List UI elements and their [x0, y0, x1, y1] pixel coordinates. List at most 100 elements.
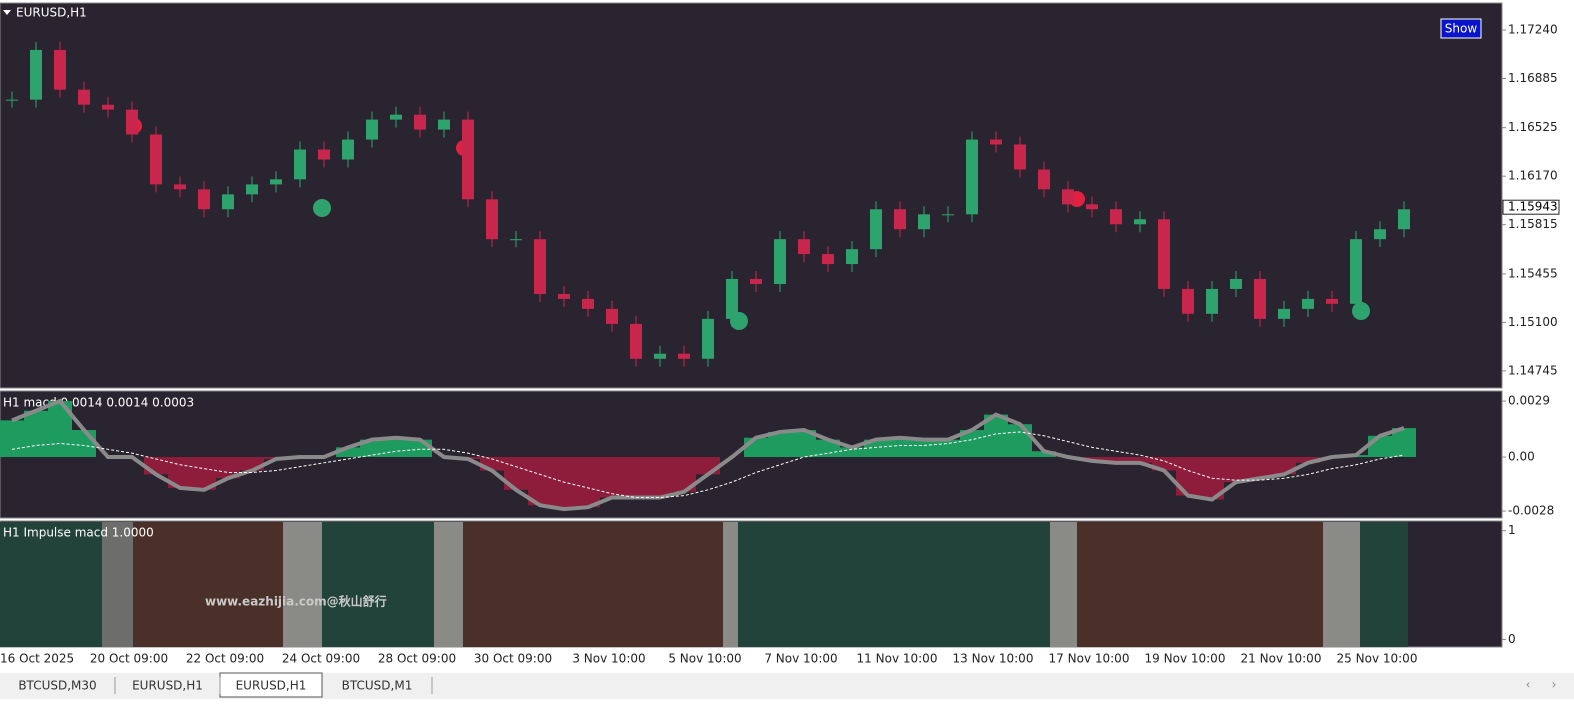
macd-bar: [408, 439, 432, 458]
candle-body: [30, 49, 42, 100]
buy-signal: [1352, 302, 1370, 320]
tab-label[interactable]: EURUSD,H1: [236, 679, 307, 693]
y-tick-label: 0.00: [1508, 450, 1535, 464]
candle-body: [366, 119, 378, 140]
y-tick-label: 1.16885: [1508, 71, 1558, 85]
zone: [723, 522, 738, 647]
candle-body: [918, 214, 930, 230]
tab-label[interactable]: EURUSD,H1: [132, 679, 203, 693]
price-panel: [0, 2, 1503, 389]
x-tick-label: 17 Nov 10:00: [1049, 652, 1130, 666]
candle-body: [414, 114, 426, 130]
macd-bar: [696, 457, 720, 475]
macd-bar: [600, 457, 624, 498]
tab-label[interactable]: BTCUSD,M30: [18, 679, 96, 693]
macd-bar: [528, 457, 552, 506]
last-price-label: 1.15943: [1508, 200, 1558, 214]
active-tab[interactable]: [219, 672, 323, 698]
candle-body: [222, 194, 234, 210]
candle-body: [462, 119, 474, 200]
macd-bar: [1224, 457, 1248, 483]
macd-bar: [840, 447, 864, 458]
zone: [1323, 522, 1360, 647]
candle-body: [342, 139, 354, 160]
macd-bar: [768, 431, 792, 458]
candle-body: [1014, 144, 1026, 170]
zone: [434, 522, 463, 647]
candle-body: [126, 109, 138, 135]
show-button-label[interactable]: Show: [1445, 22, 1478, 36]
zone: [102, 522, 133, 647]
candle-body: [486, 199, 498, 240]
collapse-arrow[interactable]: [3, 10, 11, 15]
macd-bar: [816, 439, 840, 458]
candle-body: [318, 149, 330, 160]
macd-bar: [336, 447, 360, 458]
candle-body: [54, 49, 66, 90]
candle-body: [1158, 219, 1170, 289]
candle-body: [942, 214, 954, 216]
candle-body: [1206, 288, 1218, 314]
x-tick-label: 7 Nov 10:00: [764, 652, 837, 666]
candle-body: [1326, 298, 1338, 304]
symbol-title: EURUSD,H1: [16, 6, 87, 20]
macd-title: H1 macd 0.0014 0.0014 0.0003: [3, 396, 194, 410]
x-tick-label: 21 Nov 10:00: [1241, 652, 1322, 666]
candle-body: [822, 254, 834, 265]
tab-label[interactable]: BTCUSD,M1: [342, 679, 413, 693]
macd-bar: [648, 457, 672, 498]
candle-body: [726, 278, 738, 319]
signal-line: [11, 431, 1405, 499]
macd-bar: [888, 437, 912, 458]
impulse-title: H1 Impulse macd 1.0000: [3, 526, 154, 540]
zone: [1360, 522, 1408, 647]
show-button[interactable]: [1440, 18, 1482, 39]
y-tick-label: 1: [1508, 523, 1516, 537]
last-price-box: [1502, 199, 1560, 215]
zone: [322, 522, 434, 647]
candle-body: [894, 209, 906, 230]
candle-body: [774, 239, 786, 285]
x-tick-label: 30 Oct 09:00: [474, 652, 552, 666]
zone: [0, 522, 102, 647]
x-tick-label: 11 Nov 10:00: [857, 652, 938, 666]
x-tick-label: 5 Nov 10:00: [668, 652, 741, 666]
macd-bar: [1176, 457, 1200, 496]
zone: [133, 522, 283, 647]
macd-bar: [1368, 435, 1392, 458]
buy-signal: [313, 199, 331, 217]
tab-scroll-left[interactable]: ‹: [1526, 678, 1531, 692]
tab-scroll-right[interactable]: ›: [1552, 678, 1557, 692]
macd-bar: [1248, 457, 1272, 479]
candle-body: [510, 239, 522, 241]
macd-bar: [144, 457, 168, 475]
macd-bar: [1392, 428, 1416, 458]
candle-body: [1278, 308, 1290, 319]
macd-bar: [1128, 457, 1152, 463]
zone: [738, 522, 1050, 647]
candle-body: [846, 249, 858, 265]
candle-body: [174, 184, 186, 190]
macd-bar: [72, 430, 96, 458]
candle-body: [582, 298, 594, 309]
candle-body: [102, 104, 114, 110]
y-tick-label: 1.17240: [1508, 22, 1558, 36]
macd-bar: [864, 439, 888, 458]
candle-body: [534, 239, 546, 294]
candle-body: [1110, 209, 1122, 225]
candle-body: [1182, 288, 1194, 314]
candle-body: [270, 179, 282, 185]
y-tick-label: 1.16525: [1508, 120, 1558, 134]
candle-body: [1038, 169, 1050, 190]
x-tick-label: 16 Oct 2025: [0, 652, 74, 666]
y-tick-label: 0: [1508, 632, 1516, 646]
y-tick-label: 1.15455: [1508, 266, 1558, 280]
x-tick-label: 28 Oct 09:00: [378, 652, 456, 666]
candle-body: [1398, 209, 1410, 230]
candle-body: [1062, 189, 1074, 205]
zone: [283, 522, 322, 647]
candle-body: [606, 308, 618, 324]
zone: [1077, 522, 1323, 647]
macd-bar: [1008, 424, 1032, 458]
